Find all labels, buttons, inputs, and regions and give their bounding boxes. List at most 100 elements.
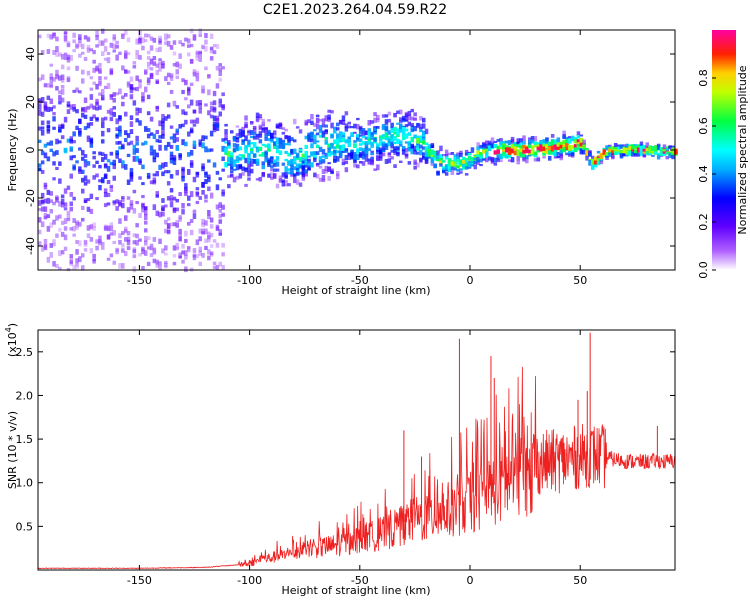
spectrogram-cell [218,232,222,236]
spectrogram-cell [161,125,165,131]
spectrogram-cell [198,228,202,234]
spectrogram-cell [622,144,626,147]
spectrogram-cell [665,151,669,155]
spectrogram-cell [109,187,114,192]
spectrogram-cell [321,123,326,128]
spectrogram-cell [341,146,346,152]
spectrogram-cell [401,129,406,136]
spectrogram-cell [396,131,400,136]
spectrogram-cell [315,174,320,179]
spectrogram-cell [161,248,165,254]
colorbar-tick-label: 0.0 [697,261,710,279]
spectrogram-cell [215,264,220,271]
spectrogram-cell [232,176,237,183]
spectrogram-cell [419,123,423,130]
spectrogram-cell [189,129,194,133]
spectrogram-cell [416,148,420,151]
spectrogram-cell [63,202,68,207]
spectrogram-cell [158,238,162,244]
spectrogram-cell [218,67,222,73]
spectrogram-cell [95,30,99,37]
spectrogram-cell [215,83,220,89]
spectrogram-cell [459,161,463,165]
spectrogram-cell [576,131,581,136]
spectrogram-cell [175,128,179,133]
spectrogram-cell [499,138,503,144]
spectrogram-cell [49,77,53,81]
spectrogram-cell [631,151,635,157]
spectrogram-cell [115,92,119,96]
spectrogram-cell [169,195,174,201]
spectrogram-cell [187,195,191,201]
spectrogram-cell [278,143,283,149]
spectrogram-cell [373,137,377,142]
spectrogram-cell [221,192,225,197]
spectrogram-cell [212,100,217,106]
spectrogram-cell [545,149,549,155]
spectrogram-cell [662,149,667,152]
spectrogram-cell [112,175,116,181]
spectrogram-cell [144,209,148,216]
spectrogram-cell [78,90,82,94]
spectrogram-cell [215,204,220,210]
spectrogram-cell [230,155,234,159]
spectrogram-cell [264,159,268,163]
spectrogram-cell [46,124,51,128]
spectrogram-cell [407,114,412,121]
spectrogram-cell [121,248,125,253]
spectrogram-cell [49,209,53,214]
spectrogram-cell [209,244,214,248]
spectrogram-cell [189,150,194,156]
spectrogram-cell [422,146,426,150]
spectrogram-cell [189,229,194,236]
spectrogram-cell [593,156,598,163]
spectrogram-cell [381,145,386,151]
spectrogram-cell [172,207,177,214]
spectrogram-cell [267,157,271,161]
spectrogram-cell [204,33,208,39]
spectrogram-cell [370,159,374,165]
spectrogram-cell [66,101,71,107]
spectrogram-cell [52,77,56,82]
spectrogram-cell [247,177,251,181]
spectrogram-cell [293,139,297,143]
spectrogram-cell [209,224,214,229]
spectrogram-cell [327,162,331,165]
spectrogram-cell [98,179,102,183]
spectrogram-cell [450,166,455,170]
spectrogram-cell [66,41,71,46]
spectrogram-cell [60,194,65,199]
spectrogram-cell [293,148,297,154]
spectrogram-cell [284,175,288,179]
spectrogram-cell [424,128,429,135]
spectrogram-cell [642,150,647,154]
spectrogram-cell [166,102,171,108]
spectrogram-cell [399,160,403,163]
spectrogram-cell [141,37,145,44]
spectrogram-cell [496,157,500,163]
spectrogram-cell [422,135,426,140]
spectrogram-cell [422,123,426,129]
spectrogram-cell [447,152,452,156]
spectrogram-cell [247,166,251,173]
spectrogram-cell [146,246,151,250]
spectrogram-cell [83,35,88,40]
spectrogram-cell [72,196,76,201]
snr-y-ticks: 0.51.01.52.02.5 [16,346,675,533]
spectrogram-cell [124,111,128,117]
spectrogram-cell [164,219,168,225]
spectrogram-cell [78,166,82,172]
spectrogram-cell [528,137,532,140]
spectrogram-cell [201,228,205,234]
spectrogram-cell [218,261,222,267]
spectrogram-cell [38,229,42,235]
spectrogram-cell [95,101,99,106]
spectrogram-cell [126,179,131,185]
spectrogram-cell [164,263,168,268]
spectrogram-cell [78,221,82,227]
spectrogram-cell [341,162,346,166]
spectrogram-cell [379,151,383,155]
spectrogram-cell [78,34,82,40]
spectrogram-cell [146,34,151,38]
spectrogram-cell [209,251,214,256]
